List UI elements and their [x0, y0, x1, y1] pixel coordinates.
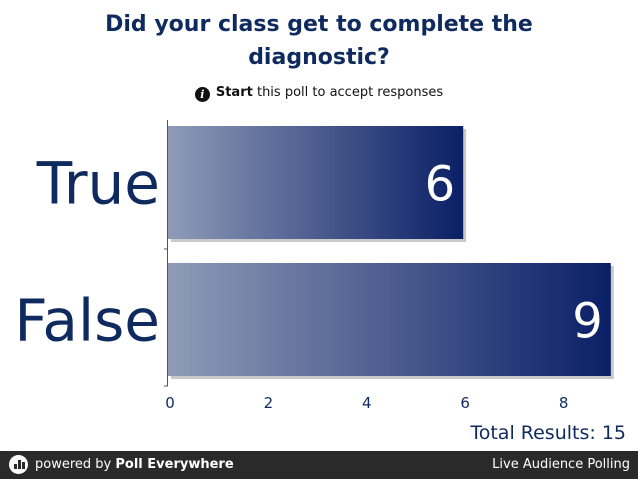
x-tick-label: 2: [264, 394, 274, 412]
total-results: Total Results: 15: [470, 422, 626, 444]
x-tick-label: 0: [165, 394, 175, 412]
bar-value-label: 6: [425, 157, 456, 213]
poll-question: Did your class get to complete the diagn…: [105, 12, 533, 70]
bar-value-label: 9: [572, 294, 603, 350]
x-tick-label: 8: [559, 394, 569, 412]
notice-text: this poll to accept responses: [256, 85, 444, 100]
bar-chart: 6 True 9 False 0 2 4 6 8: [14, 120, 614, 412]
brand-name: Poll Everywhere: [115, 457, 234, 472]
bar-true: [168, 126, 464, 239]
x-tick-label: 4: [362, 394, 372, 412]
info-icon: i: [194, 87, 210, 102]
footer-bar: powered by Poll Everywhere Live Audience…: [0, 451, 638, 479]
poll-everywhere-logo-icon: [9, 455, 28, 474]
footer-tagline: Live Audience Polling: [492, 457, 630, 472]
start-link[interactable]: Start: [215, 85, 253, 100]
category-label: False: [14, 287, 160, 355]
category-label: True: [36, 150, 160, 218]
powered-by[interactable]: powered by Poll Everywhere: [35, 457, 234, 472]
bar-false: [168, 263, 611, 376]
poll-start-notice: i Start this poll to accept responses: [0, 85, 638, 102]
powered-prefix: powered by: [35, 457, 112, 472]
x-tick-label: 6: [460, 394, 470, 412]
